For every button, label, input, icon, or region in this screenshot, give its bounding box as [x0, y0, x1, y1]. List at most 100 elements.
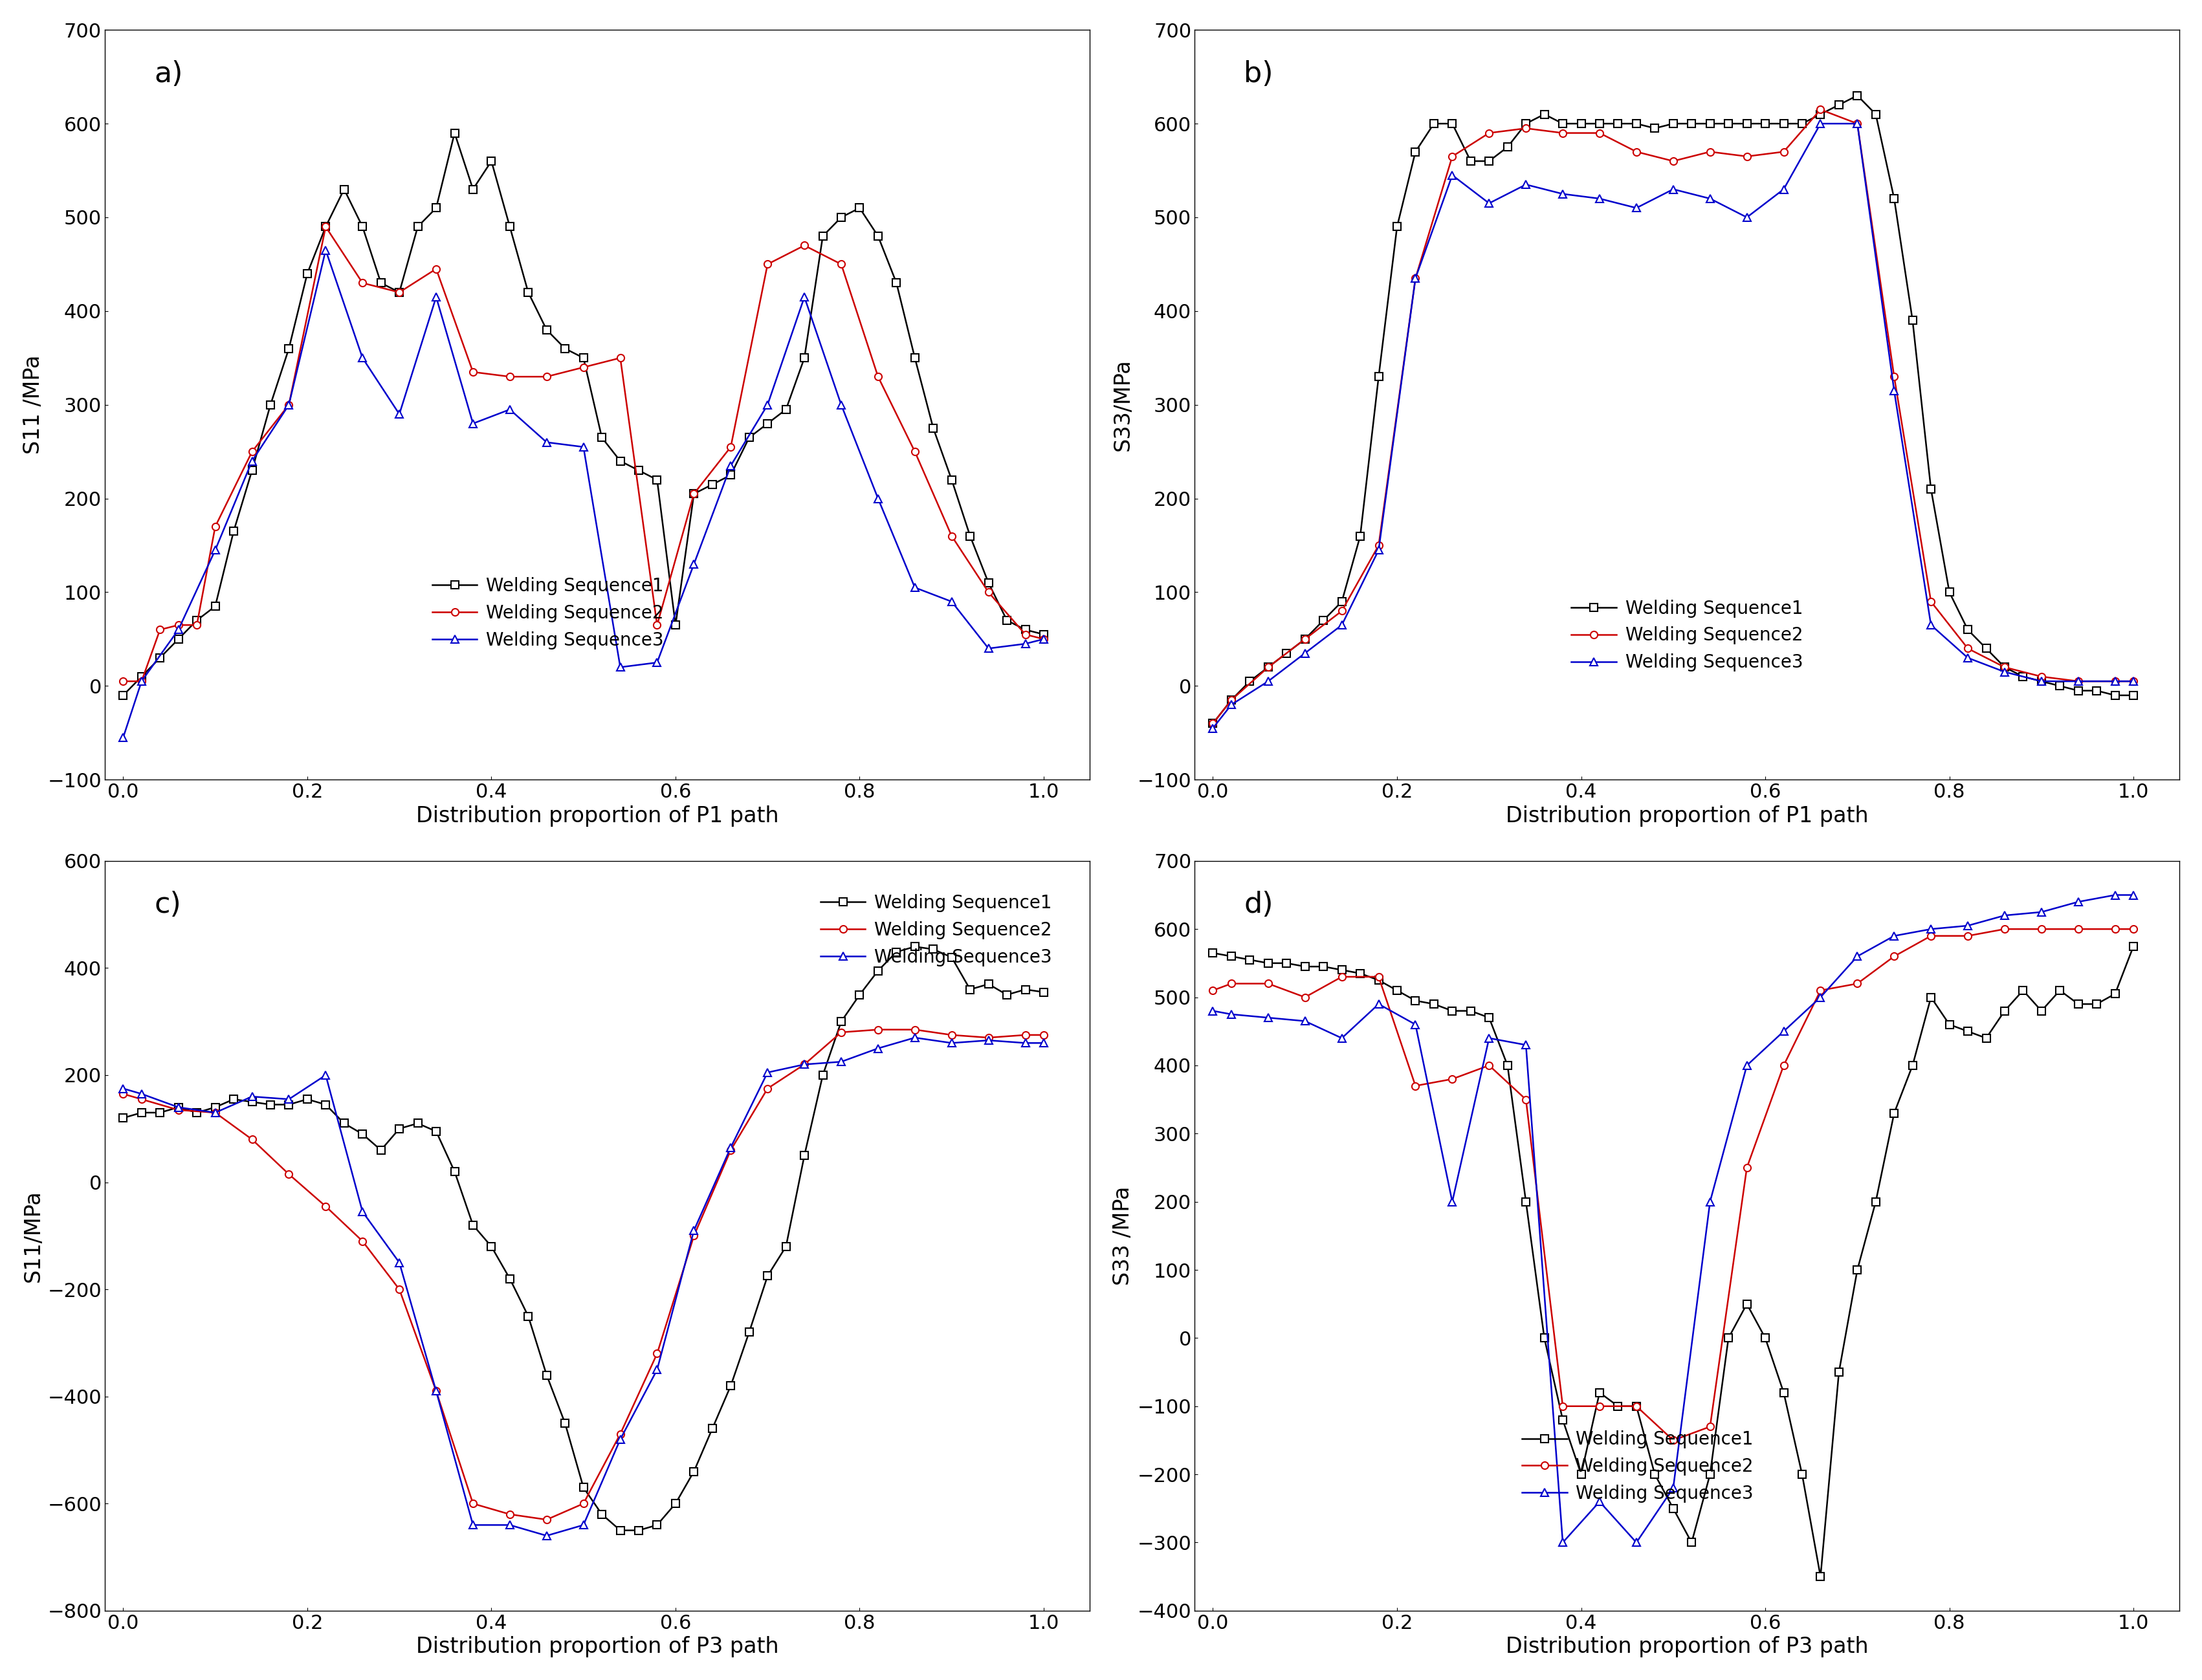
- Legend: Welding Sequence1, Welding Sequence2, Welding Sequence3: Welding Sequence1, Welding Sequence2, We…: [813, 885, 1061, 974]
- Welding Sequence2: [2121, 919, 2147, 939]
- Welding Sequence3: [1440, 165, 1467, 185]
- Welding Sequence3: [1881, 381, 1907, 402]
- Welding Sequence2: [2028, 667, 2054, 687]
- Welding Sequence2: [2103, 919, 2129, 939]
- Welding Sequence3: [718, 455, 744, 475]
- Y-axis label: S11 /MPa: S11 /MPa: [22, 354, 44, 454]
- Welding Sequence3: [1328, 615, 1354, 635]
- Welding Sequence2: [1218, 973, 1244, 993]
- Welding Sequence1: [1403, 141, 1429, 161]
- Text: d): d): [1244, 890, 1273, 919]
- Welding Sequence3: [275, 1089, 302, 1109]
- Welding Sequence1: [1403, 991, 1429, 1011]
- Welding Sequence2: [498, 366, 524, 386]
- Line: Welding Sequence2: Welding Sequence2: [1209, 926, 2138, 1443]
- Welding Sequence1: [1808, 1566, 1834, 1586]
- Welding Sequence3: [1808, 114, 1834, 134]
- Welding Sequence2: [901, 442, 927, 462]
- Welding Sequence2: [1623, 141, 1649, 161]
- Welding Sequence3: [533, 432, 559, 452]
- Welding Sequence3: [1013, 633, 1039, 654]
- Welding Sequence2: [1881, 366, 1907, 386]
- Welding Sequence3: [1293, 1011, 1319, 1032]
- Welding Sequence2: [423, 259, 449, 279]
- Welding Sequence2: [275, 395, 302, 415]
- Welding Sequence2: [1550, 1396, 1577, 1416]
- Welding Sequence3: [755, 395, 782, 415]
- Welding Sequence2: [2065, 672, 2092, 692]
- Welding Sequence2: [718, 437, 744, 457]
- Welding Sequence1: [110, 1107, 137, 1127]
- Welding Sequence3: [1031, 628, 1057, 648]
- Welding Sequence2: [1698, 1416, 1724, 1436]
- Welding Sequence3: [680, 554, 707, 575]
- X-axis label: Distribution proportion of P1 path: Distribution proportion of P1 path: [1506, 805, 1869, 827]
- Line: Welding Sequence3: Welding Sequence3: [1209, 119, 2138, 732]
- Welding Sequence3: [1513, 1035, 1539, 1055]
- Welding Sequence1: [1881, 188, 1907, 208]
- Welding Sequence3: [1770, 1021, 1797, 1042]
- Welding Sequence2: [350, 272, 377, 292]
- Welding Sequence2: [238, 1129, 264, 1149]
- Welding Sequence3: [460, 1515, 487, 1536]
- Welding Sequence2: [165, 1100, 192, 1121]
- Welding Sequence3: [865, 1038, 892, 1058]
- Welding Sequence2: [1013, 1025, 1039, 1045]
- Line: Welding Sequence3: Welding Sequence3: [1209, 892, 2138, 1546]
- Welding Sequence3: [975, 1030, 1002, 1050]
- Welding Sequence2: [1475, 123, 1502, 143]
- Line: Welding Sequence3: Welding Sequence3: [119, 247, 1048, 741]
- Legend: Welding Sequence1, Welding Sequence2, Welding Sequence3: Welding Sequence1, Welding Sequence2, We…: [423, 568, 674, 659]
- Welding Sequence3: [1698, 188, 1724, 208]
- Welding Sequence3: [2121, 672, 2147, 692]
- Welding Sequence2: [1513, 1089, 1539, 1109]
- Welding Sequence3: [2028, 672, 2054, 692]
- Welding Sequence1: [1825, 1362, 1852, 1383]
- Welding Sequence2: [1918, 591, 1944, 612]
- Welding Sequence3: [165, 620, 192, 640]
- Welding Sequence2: [901, 1020, 927, 1040]
- Welding Sequence2: [938, 526, 964, 546]
- Welding Sequence2: [183, 615, 209, 635]
- Welding Sequence1: [313, 217, 339, 237]
- Welding Sequence2: [1808, 981, 1834, 1001]
- Legend: Welding Sequence1, Welding Sequence2, Welding Sequence3: Welding Sequence1, Welding Sequence2, We…: [1561, 590, 1812, 680]
- Welding Sequence2: [828, 254, 854, 274]
- Welding Sequence3: [1991, 906, 2017, 926]
- Welding Sequence3: [1770, 180, 1797, 200]
- Welding Sequence1: [1475, 151, 1502, 171]
- Welding Sequence2: [423, 1381, 449, 1401]
- Welding Sequence2: [975, 583, 1002, 603]
- Line: Welding Sequence2: Welding Sequence2: [119, 1026, 1048, 1524]
- Welding Sequence2: [1255, 657, 1282, 677]
- Welding Sequence3: [1013, 1033, 1039, 1053]
- Welding Sequence3: [128, 1084, 154, 1104]
- Welding Sequence3: [1255, 672, 1282, 692]
- Welding Sequence3: [1660, 180, 1687, 200]
- Welding Sequence2: [828, 1021, 854, 1042]
- Text: a): a): [154, 60, 183, 87]
- Welding Sequence3: [608, 1430, 634, 1450]
- Welding Sequence2: [1440, 1068, 1467, 1089]
- Welding Sequence2: [680, 1226, 707, 1247]
- Line: Welding Sequence1: Welding Sequence1: [119, 942, 1048, 1534]
- Welding Sequence2: [275, 1164, 302, 1184]
- Welding Sequence3: [203, 1102, 229, 1122]
- Line: Welding Sequence3: Welding Sequence3: [119, 1035, 1048, 1539]
- Welding Sequence2: [2121, 672, 2147, 692]
- Welding Sequence2: [460, 361, 487, 381]
- Welding Sequence3: [460, 413, 487, 433]
- Welding Sequence3: [385, 405, 412, 425]
- Welding Sequence2: [755, 254, 782, 274]
- Welding Sequence3: [901, 1028, 927, 1048]
- Welding Sequence1: [385, 282, 412, 302]
- Welding Sequence3: [1365, 995, 1392, 1015]
- Welding Sequence3: [313, 1065, 339, 1085]
- Welding Sequence1: [313, 1094, 339, 1114]
- Welding Sequence3: [791, 287, 817, 307]
- Welding Sequence1: [608, 1520, 634, 1541]
- Welding Sequence3: [2065, 672, 2092, 692]
- Welding Sequence2: [1475, 1055, 1502, 1075]
- Welding Sequence3: [275, 395, 302, 415]
- Welding Sequence3: [203, 539, 229, 559]
